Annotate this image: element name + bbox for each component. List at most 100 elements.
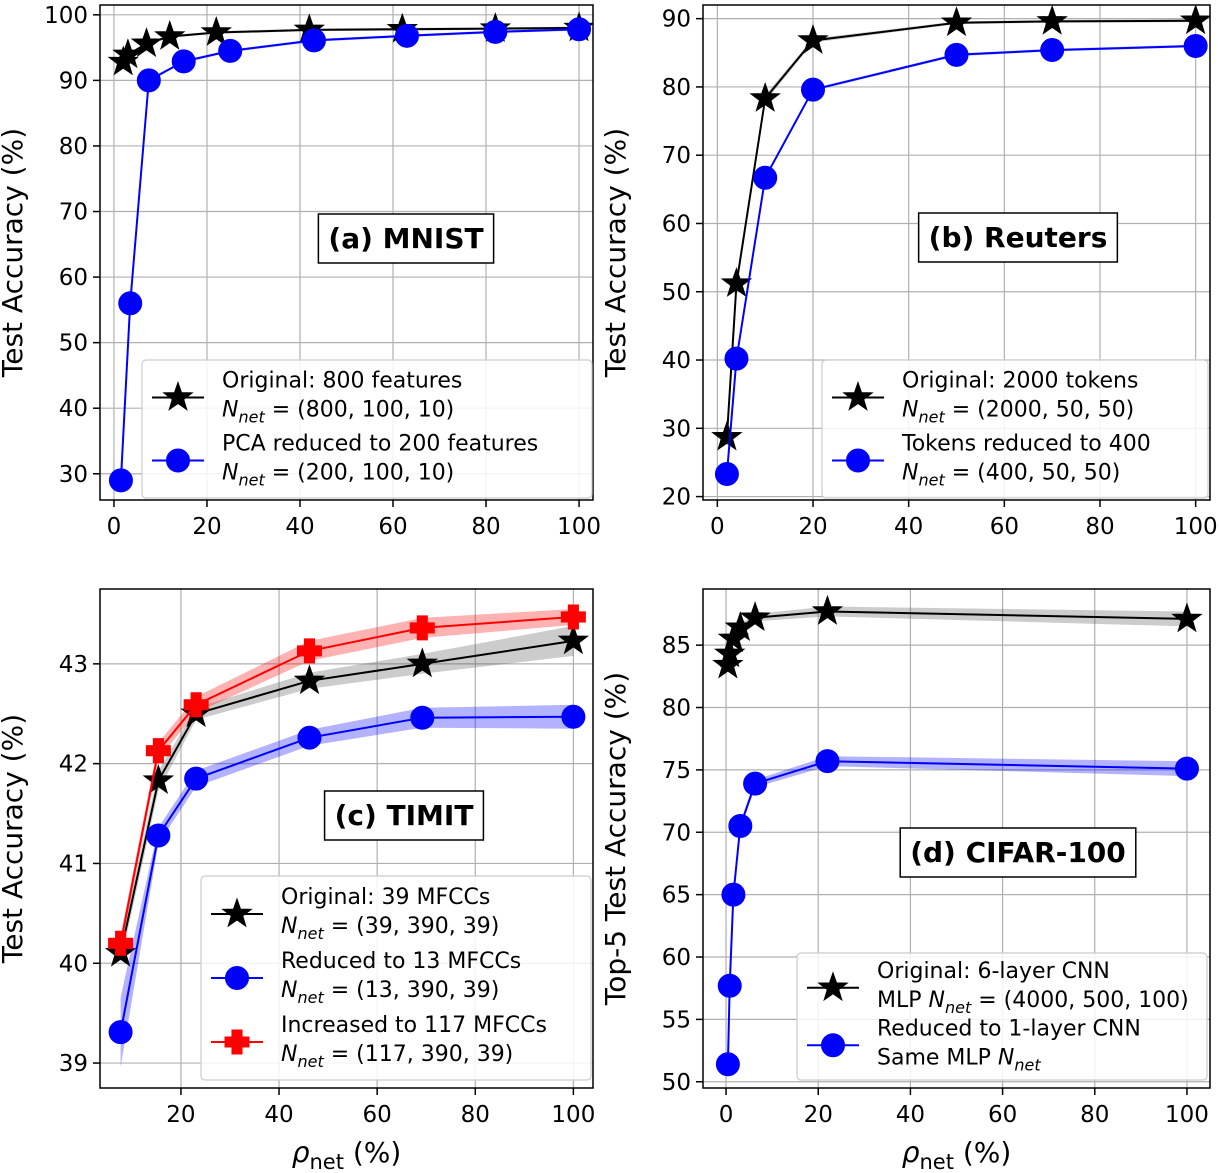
legend-entry: Original: 6-layer CNN MLP Nnet = (4000, 5… — [807, 959, 1189, 1017]
legend-marker — [224, 1029, 250, 1055]
legend-label: Reduced to 1-layer CNN — [877, 1016, 1141, 1041]
x-tick-label: 60 — [378, 514, 407, 540]
y-tick-label: 90 — [662, 7, 691, 33]
data-point — [142, 764, 175, 794]
legend-label: Original: 800 features — [222, 369, 462, 394]
y-axis-label: Test Accuracy (%) — [0, 714, 29, 964]
data-point — [711, 420, 743, 451]
data-point — [560, 604, 586, 630]
y-tick-label: 41 — [59, 851, 88, 877]
y-tick-label: 60 — [662, 945, 691, 971]
legend-entry: PCA reduced to 200 features Nnet = (200, … — [152, 432, 538, 490]
confidence-band — [120, 609, 574, 952]
x-tick-label: 40 — [264, 1102, 293, 1128]
data-point — [410, 705, 435, 730]
y-tick-label: 55 — [662, 1007, 691, 1033]
panel-title-box — [317, 213, 495, 264]
data-point — [743, 771, 768, 796]
legend-marker — [166, 448, 190, 473]
data-point — [724, 346, 749, 371]
legend-marker — [162, 380, 194, 411]
panel-c: 20 40 60 80 100 39 40 41 42 43 (c) TIMIT Test Accur… — [0, 588, 595, 1173]
legend-entry: Original: 800 features Nnet = (800, 100, … — [152, 369, 462, 427]
y-tick-label: 20 — [662, 485, 691, 511]
legend-label: PCA reduced to 200 features — [222, 432, 538, 457]
x-axis-label: ρnet (%) — [902, 1136, 1012, 1173]
panel-title-text: (c) TIMIT — [335, 799, 474, 832]
data-point — [108, 468, 133, 493]
panel-b: 0 20 40 60 80 100 20 30 40 50 60 70 80 90 (b) Reuters T… — [599, 4, 1218, 540]
y-tick-label: 40 — [59, 396, 88, 422]
legend-entry: Reduced to 1-layer CNN Same MLP Nnet — [807, 1016, 1141, 1074]
legend-label-params: Nnet = (39, 390, 39) — [281, 914, 499, 943]
data-point — [753, 165, 778, 190]
data-point — [717, 973, 742, 998]
panel-title-text: (d) CIFAR-100 — [910, 836, 1126, 869]
x-tick-label: 80 — [461, 1102, 490, 1128]
panel-title: (b) Reuters — [917, 212, 1119, 263]
x-tick-label: 80 — [1080, 1102, 1109, 1128]
y-tick-label: 65 — [662, 883, 691, 909]
panel-title: (c) TIMIT — [323, 790, 485, 841]
axes-frame — [702, 588, 1211, 1089]
y-tick-label: 75 — [662, 758, 691, 784]
panel-title-text: (a) MNIST — [328, 222, 483, 255]
x-tick-label: 20 — [804, 1102, 833, 1128]
panel-title-box — [917, 212, 1119, 263]
x-tick-label: 40 — [894, 514, 923, 540]
data-point — [171, 49, 196, 74]
data-point — [940, 6, 973, 37]
legend-marker — [846, 448, 870, 473]
data-point — [1040, 38, 1065, 63]
y-tick-label: 80 — [662, 696, 691, 722]
data-point — [296, 638, 322, 664]
legend-label-params: Nnet = (400, 50, 50) — [902, 461, 1120, 490]
data-point — [112, 38, 144, 69]
legend-box — [200, 875, 592, 1081]
data-point — [797, 23, 829, 54]
data-point — [944, 42, 969, 67]
legend: Original: 39 MFCCs Nnet = (39, 390, 39) Re… — [200, 875, 592, 1081]
legend-label: Reduced to 13 MFCCs — [281, 949, 521, 974]
legend-label: Increased to 117 MFCCs — [281, 1013, 547, 1038]
legend-label: Tokens reduced to 400 — [901, 432, 1151, 457]
plot-area — [104, 604, 590, 1067]
legend-label-params: Same MLP Nnet — [877, 1045, 1041, 1074]
legend: Original: 6-layer CNN MLP Nnet = (4000, 5… — [796, 952, 1208, 1081]
x-tick-label: 80 — [471, 514, 500, 540]
series-2 — [108, 604, 586, 956]
legend: Original: 800 features Nnet = (800, 100, … — [141, 359, 593, 499]
data-point — [136, 68, 161, 93]
x-tick-label: 100 — [551, 1102, 595, 1128]
data-point — [145, 738, 171, 764]
x-tick-label: 60 — [990, 514, 1019, 540]
legend-label: Original: 6-layer CNN — [877, 959, 1110, 984]
x-tick-label: 60 — [363, 1102, 392, 1128]
y-axis-label: Top-5 Test Accuracy (%) — [599, 672, 632, 1006]
legend-box — [796, 952, 1208, 1081]
y-axis-label: Test Accuracy (%) — [0, 128, 29, 378]
data-point — [301, 28, 326, 53]
series-1 — [108, 704, 586, 1067]
axes-frame — [99, 588, 594, 1089]
data-point — [183, 692, 209, 718]
data-point — [749, 82, 781, 112]
data-point — [409, 615, 435, 641]
y-tick-label: 30 — [59, 462, 88, 488]
y-tick-label: 60 — [662, 211, 691, 237]
x-tick-label: 20 — [192, 514, 221, 540]
data-point — [118, 291, 143, 316]
y-tick-label: 70 — [662, 820, 691, 846]
legend-marker — [817, 971, 849, 1002]
panel-title-box — [899, 827, 1137, 878]
legend-entry: Tokens reduced to 400 Nnet = (400, 50, 50… — [832, 432, 1151, 490]
y-tick-label: 42 — [59, 752, 88, 778]
y-tick-label: 80 — [662, 75, 691, 101]
x-axis-label: ρnet (%) — [292, 1136, 402, 1173]
x-tick-label: 20 — [166, 1102, 195, 1128]
legend-box — [141, 359, 593, 499]
data-point — [293, 664, 326, 695]
legend: Original: 2000 tokens Nnet = (2000, 50, 5… — [821, 359, 1209, 499]
y-axis-label: Test Accuracy (%) — [599, 128, 632, 378]
legend-label-params: Nnet = (800, 100, 10) — [222, 398, 454, 427]
